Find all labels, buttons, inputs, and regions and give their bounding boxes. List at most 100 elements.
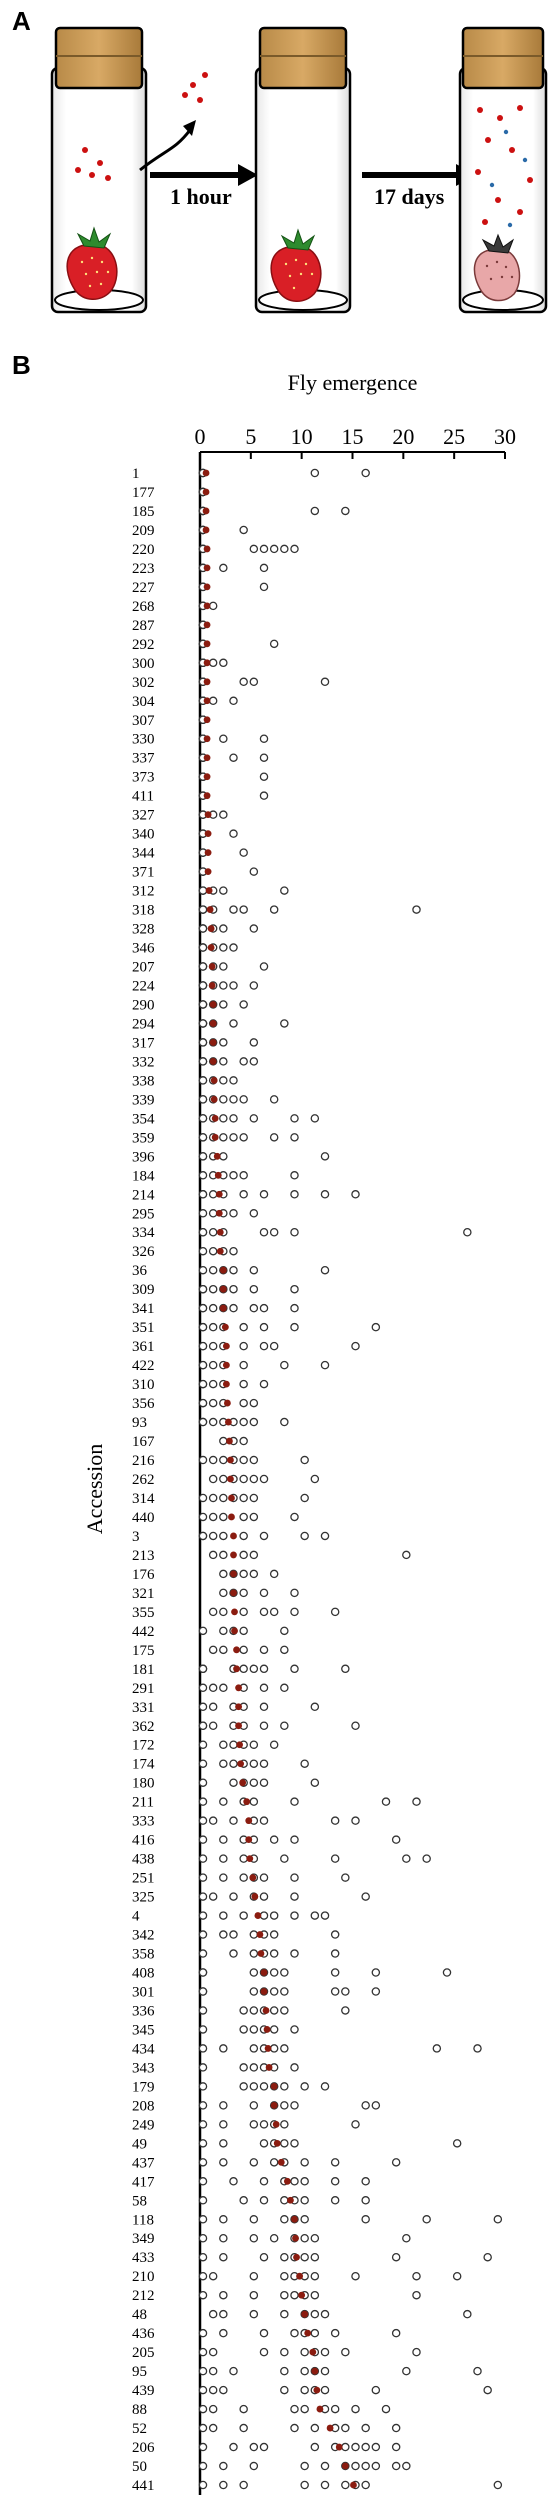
- replicate-point-434-7: [473, 2044, 482, 2053]
- replicate-point-438-7: [422, 1854, 431, 1863]
- replicate-point-213-0: [208, 1550, 218, 1560]
- replicate-point-334-6: [290, 1227, 299, 1237]
- replicate-point-340-4: [229, 829, 238, 838]
- mean-point-346: [207, 944, 215, 951]
- replicate-point-438-6: [402, 1854, 411, 1863]
- replicate-point-339-5: [239, 1095, 248, 1104]
- replicate-point-172-4: [249, 1740, 259, 1749]
- replicate-point-52-8: [391, 2423, 401, 2433]
- replicate-point-331-4: [259, 1702, 269, 1712]
- replicate-point-224-6: [249, 981, 259, 990]
- replicate-point-433-7: [391, 2252, 401, 2262]
- x-axis-title: Fly emergence: [288, 370, 418, 395]
- replicate-point-207-4: [219, 962, 228, 971]
- replicate-point-172-5: [269, 1740, 279, 1749]
- replicate-point-411-4: [259, 791, 269, 800]
- accession-label-210: 210: [132, 2269, 155, 2285]
- accession-label-411: 411: [132, 789, 154, 805]
- replicate-point-223-4: [259, 563, 269, 573]
- accession-label-422: 422: [132, 1358, 155, 1374]
- accession-label-291: 291: [132, 1681, 155, 1697]
- replicate-point-95-3: [280, 2366, 289, 2376]
- replicate-point-362-1: [198, 1721, 208, 1731]
- replicate-point-50-1: [219, 2461, 228, 2471]
- replicate-point-355-5: [290, 1607, 299, 1617]
- replicate-point-302-3: [239, 677, 248, 687]
- replicate-point-249-2: [249, 2120, 259, 2129]
- replicate-point-362-7: [351, 1721, 360, 1731]
- x-tick-label-10: 10: [291, 424, 313, 449]
- replicate-point-180-4: [259, 1778, 269, 1787]
- accession-label-93: 93: [132, 1415, 147, 1431]
- replicate-point-336-4: [269, 2006, 279, 2015]
- replicate-point-314-1: [208, 1493, 218, 1503]
- replicate-point-36-0: [198, 1265, 208, 1275]
- replicate-point-49-1: [219, 2139, 228, 2148]
- mean-point-361: [222, 1342, 230, 1350]
- mean-point-307: [203, 716, 211, 724]
- replicate-point-441-4: [320, 2480, 330, 2490]
- mean-point-295: [215, 1209, 223, 1217]
- replicate-point-339-3: [219, 1095, 228, 1104]
- replicate-point-332-1: [198, 1057, 208, 1066]
- accession-label-318: 318: [132, 903, 155, 919]
- replicate-point-341-1: [198, 1303, 208, 1313]
- replicate-point-344-4: [239, 848, 248, 857]
- accession-label-436: 436: [132, 2326, 155, 2342]
- replicate-point-210-0: [198, 2271, 208, 2281]
- replicate-point-416-5: [290, 1835, 299, 1844]
- mean-point-304: [203, 697, 211, 705]
- replicate-point-359-3: [219, 1133, 228, 1142]
- replicate-point-317-1: [198, 1038, 208, 1047]
- mean-point-287: [203, 621, 211, 629]
- mean-point-325: [251, 1893, 259, 1900]
- replicate-point-436-5: [310, 2328, 320, 2338]
- accession-label-328: 328: [132, 922, 155, 938]
- replicate-point-301-8: [371, 1987, 381, 1996]
- mean-point-354: [211, 1114, 219, 1122]
- replicate-point-361-6: [269, 1341, 279, 1351]
- accession-label-434: 434: [132, 2041, 155, 2057]
- replicate-point-439-7: [371, 2385, 381, 2395]
- replicate-point-354-5: [249, 1114, 259, 1123]
- replicate-point-52-2: [239, 2423, 248, 2433]
- mean-point-345: [263, 2026, 271, 2033]
- replicate-point-207-5: [259, 962, 269, 971]
- replicate-point-176-0: [219, 1569, 228, 1579]
- replicate-point-262-4: [249, 1474, 259, 1484]
- mean-point-312: [205, 887, 213, 894]
- replicate-point-326-0: [198, 1246, 208, 1256]
- replicate-point-50-10: [402, 2461, 411, 2471]
- replicate-point-184-4: [239, 1171, 248, 1180]
- replicate-point-220-6: [280, 544, 289, 554]
- replicate-point-345-4: [269, 2025, 279, 2034]
- replicate-point-408-1: [198, 1968, 208, 1977]
- replicate-point-118-3: [280, 2215, 289, 2224]
- flies-vial-1: [75, 147, 111, 181]
- replicate-point-438-4: [280, 1854, 289, 1863]
- replicate-point-118-1: [219, 2215, 228, 2224]
- replicate-point-176-3: [249, 1569, 259, 1579]
- mean-point-334: [216, 1228, 224, 1236]
- mean-point-181: [233, 1665, 240, 1673]
- replicate-point-50-9: [391, 2461, 401, 2471]
- replicate-point-294-4: [229, 1019, 238, 1028]
- replicate-point-3-4: [239, 1531, 248, 1541]
- replicate-point-314-5: [249, 1493, 259, 1503]
- mean-point-321: [230, 1589, 237, 1597]
- replicate-point-50-7: [361, 2461, 370, 2471]
- replicate-point-49-0: [198, 2139, 208, 2148]
- replicate-point-396-3: [219, 1152, 228, 1161]
- replicate-point-336-2: [249, 2006, 259, 2015]
- mean-point-52: [326, 2424, 334, 2432]
- replicate-point-185-5: [341, 506, 350, 516]
- replicate-point-227-4: [259, 582, 269, 592]
- replicate-point-249-6: [351, 2120, 360, 2129]
- replicate-point-349-7: [402, 2233, 411, 2243]
- replicate-point-181-7: [341, 1664, 350, 1674]
- replicate-point-212-7: [412, 2290, 421, 2300]
- replicate-point-358-1: [229, 1949, 238, 1958]
- replicate-point-396-1: [198, 1152, 208, 1161]
- replicate-point-172-0: [198, 1740, 208, 1749]
